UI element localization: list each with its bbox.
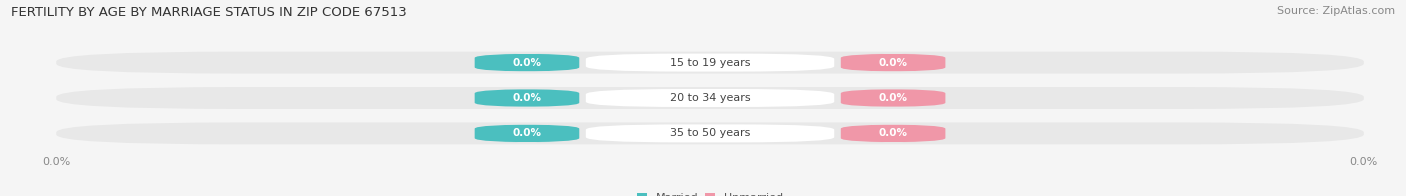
FancyBboxPatch shape [56,52,1364,74]
Text: 20 to 34 years: 20 to 34 years [669,93,751,103]
Text: 15 to 19 years: 15 to 19 years [669,58,751,68]
FancyBboxPatch shape [56,122,1364,144]
Text: Source: ZipAtlas.com: Source: ZipAtlas.com [1277,6,1395,16]
Text: 0.0%: 0.0% [512,93,541,103]
FancyBboxPatch shape [586,124,834,142]
Text: 0.0%: 0.0% [512,128,541,138]
FancyBboxPatch shape [475,124,579,142]
Text: 0.0%: 0.0% [879,58,908,68]
Text: 0.0%: 0.0% [879,93,908,103]
FancyBboxPatch shape [841,124,945,142]
Text: 35 to 50 years: 35 to 50 years [669,128,751,138]
FancyBboxPatch shape [475,54,579,72]
FancyBboxPatch shape [475,89,579,107]
Text: FERTILITY BY AGE BY MARRIAGE STATUS IN ZIP CODE 67513: FERTILITY BY AGE BY MARRIAGE STATUS IN Z… [11,6,406,19]
FancyBboxPatch shape [586,54,834,72]
Text: 0.0%: 0.0% [879,128,908,138]
FancyBboxPatch shape [841,89,945,107]
FancyBboxPatch shape [56,87,1364,109]
Legend: Married, Unmarried: Married, Unmarried [633,189,787,196]
FancyBboxPatch shape [841,54,945,72]
Text: 0.0%: 0.0% [512,58,541,68]
FancyBboxPatch shape [586,89,834,107]
